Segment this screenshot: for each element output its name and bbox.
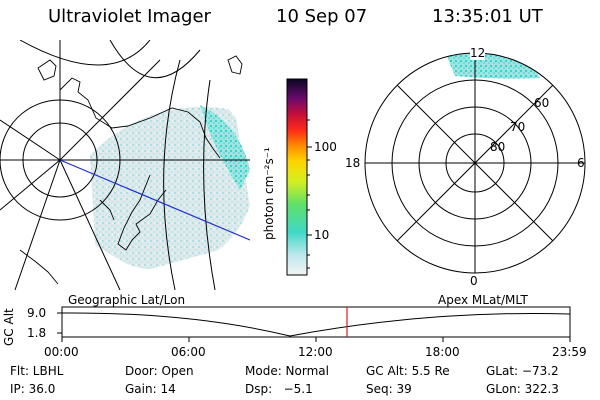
timeline-xtick-2359: 23:59 xyxy=(552,345,587,359)
timeline-left-caption: Geographic Lat/Lon xyxy=(68,293,186,307)
timeline-right-caption: Apex MLat/MLT xyxy=(438,293,528,307)
aurora-emission xyxy=(90,105,250,270)
lat-label-60: 60 xyxy=(534,96,550,110)
info-mode: Mode: Normal xyxy=(245,364,329,378)
timeline-ylabel: GC Alt xyxy=(2,308,16,346)
timeline-xtick-1200: 12:00 xyxy=(298,345,333,359)
timeline-ytick-9: 9.0 xyxy=(27,306,47,320)
date-label: 10 Sep 07 xyxy=(276,6,368,27)
polar-aurora xyxy=(445,53,540,79)
mlt-label-6: 6 xyxy=(577,156,585,170)
timeline-plot xyxy=(57,306,571,342)
info-door: Door: Open xyxy=(125,364,194,378)
lat-label-80: 80 xyxy=(490,140,506,154)
graticule xyxy=(0,40,250,290)
info-glon: GLon: 322.3 xyxy=(486,382,559,396)
time-label: 13:35:01 UT xyxy=(432,6,543,27)
lat-label-70: 70 xyxy=(510,120,526,134)
satellite-track xyxy=(59,159,250,241)
colorbar-unit-label: photon cm⁻²s⁻¹ xyxy=(262,147,276,240)
timeline-xtick-1800: 18:00 xyxy=(425,345,460,359)
info-dsp: Dsp: −5.1 xyxy=(245,382,313,396)
timeline-ytick-1.8: 1.8 xyxy=(27,326,47,340)
timeline-xtick-0600: 06:00 xyxy=(171,345,206,359)
coastline xyxy=(19,55,243,285)
mlt-label-12: 12 xyxy=(470,46,486,60)
mlt-label-18: 18 xyxy=(345,156,361,170)
polar-plot xyxy=(364,52,586,274)
mlt-label-0: 0 xyxy=(470,274,478,288)
timeline-xtick-0000: 00:00 xyxy=(44,345,79,359)
geographic-map xyxy=(0,40,250,290)
info-gc-alt: GC Alt: 5.5 Re xyxy=(366,364,450,378)
info-gain: Gain: 14 xyxy=(125,382,176,396)
info-filter: Flt: LBHL xyxy=(10,364,64,378)
info-seq: Seq: 39 xyxy=(366,382,412,396)
info-glat: GLat: −73.2 xyxy=(486,364,559,378)
altitude-curve xyxy=(61,312,571,337)
info-ip: IP: 36.0 xyxy=(10,382,56,396)
colorbar-tick-10: 10 xyxy=(314,228,330,242)
colorbar xyxy=(286,78,312,276)
instrument-title: Ultraviolet Imager xyxy=(48,6,211,27)
colorbar-tick-100: 100 xyxy=(314,140,337,154)
